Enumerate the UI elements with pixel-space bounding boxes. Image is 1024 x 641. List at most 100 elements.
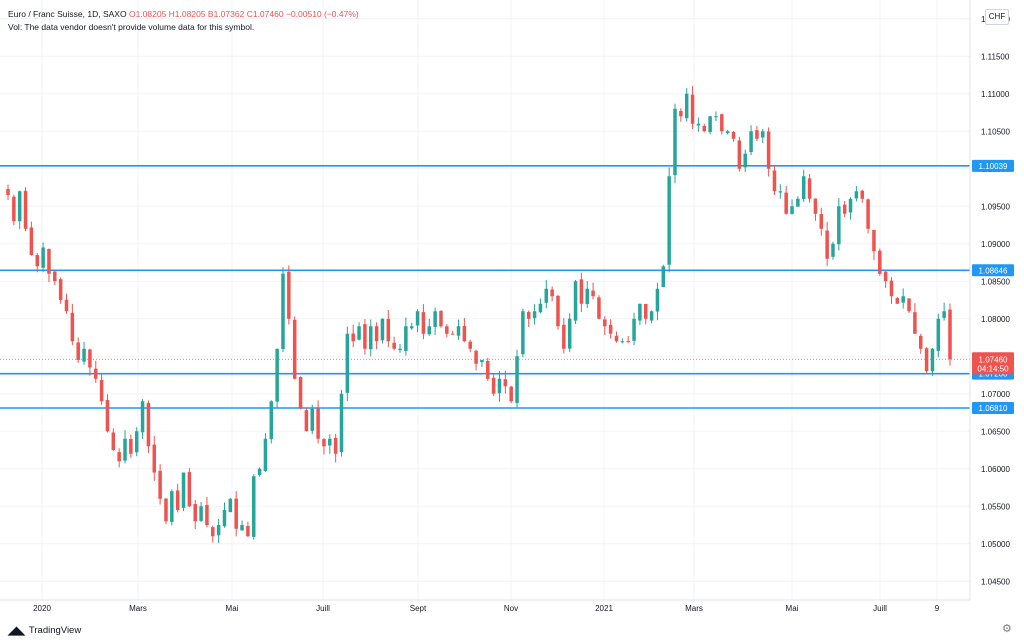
y-tick-label: 1.09500 <box>981 202 1010 211</box>
candle-body <box>807 178 812 199</box>
candle-body <box>936 318 941 351</box>
candle-body <box>29 227 34 255</box>
candle-body <box>462 326 467 342</box>
countdown-label: 04:14:50 <box>977 364 1009 373</box>
price-axis[interactable]: 1.04500 1.05000 1.05500 1.06000 1.06500 1.070… <box>981 15 1010 587</box>
candle-body <box>158 470 162 499</box>
candle-body <box>918 335 923 349</box>
candle-body <box>597 297 601 319</box>
candle-body <box>480 360 484 363</box>
candle-body <box>696 123 701 126</box>
candle-body <box>690 94 695 124</box>
x-tick-label: Mai <box>226 604 239 613</box>
candle-body <box>655 288 660 312</box>
tradingview-branding[interactable]: ◢◣ TradingView <box>8 624 81 637</box>
y-tick-label: 1.10500 <box>981 127 1010 136</box>
support-resistance-lines[interactable] <box>0 165 970 409</box>
candle-body <box>538 303 543 313</box>
candle-body <box>304 410 309 432</box>
candle-body <box>281 273 285 349</box>
change-value: −0.00510 (−0.47%) <box>285 9 359 19</box>
candle-body <box>433 311 437 327</box>
candle-body <box>35 255 40 267</box>
candle-body <box>532 311 537 319</box>
y-tick-label: 1.07000 <box>981 390 1010 399</box>
candle-body <box>292 319 297 379</box>
candle-body <box>298 377 303 409</box>
candle-body <box>725 131 730 134</box>
candle-body <box>714 116 718 118</box>
open-value: O1.08205 <box>128 9 167 19</box>
y-tick-label: 1.11000 <box>981 90 1010 99</box>
price-labels: 1.100391.086461.072681.068101.0746004:14… <box>972 159 1014 414</box>
level-label-bg <box>972 159 1014 172</box>
candle-body <box>246 525 250 537</box>
candle-body <box>772 170 777 192</box>
candle-body <box>450 333 455 335</box>
candle-body <box>187 472 192 507</box>
candle-body <box>404 326 408 351</box>
candle-body <box>94 368 98 379</box>
candle-body <box>661 266 666 288</box>
currency-button[interactable]: CHF <box>985 9 1009 25</box>
candle-body <box>421 312 426 334</box>
symbol-title[interactable]: Euro / Franc Suisse, 1D, SAXO <box>8 9 127 19</box>
candle-body <box>907 298 911 312</box>
x-tick-label: Juill <box>873 604 887 613</box>
candle-body <box>316 408 320 439</box>
candle-body <box>211 527 215 537</box>
candle-body <box>761 131 765 138</box>
candle-body <box>755 130 759 139</box>
candle-body <box>883 271 888 282</box>
y-tick-label: 1.11500 <box>981 52 1010 61</box>
candle-body <box>181 472 186 508</box>
candle-body <box>515 356 519 403</box>
candle-body <box>468 341 472 349</box>
candle-body <box>398 348 402 351</box>
y-tick-label: 1.05500 <box>981 502 1010 511</box>
candle-body <box>632 318 636 341</box>
candle-body <box>878 250 882 274</box>
time-axis[interactable]: 2020 Mars Mai Juill Sept Nov 2021 Mars Mai Juill 9 <box>33 604 940 613</box>
candle-body <box>445 326 449 334</box>
candle-body <box>380 318 385 341</box>
candle-body <box>784 192 788 214</box>
candle-body <box>23 190 28 229</box>
y-tick-label: 1.05000 <box>981 540 1010 549</box>
candle-body <box>392 342 396 349</box>
candle-body <box>585 288 589 304</box>
candle-body <box>643 303 648 319</box>
candle-body <box>129 439 133 454</box>
candle-body <box>257 468 262 475</box>
candle-body <box>70 312 75 342</box>
candle-body <box>152 444 157 473</box>
candle-body <box>175 490 180 510</box>
candle-body <box>333 437 338 454</box>
candle-body <box>649 311 654 321</box>
candle-body <box>567 318 572 349</box>
low-value: B1.07362 <box>207 9 245 19</box>
candle-body <box>146 402 151 447</box>
candle-body <box>573 281 578 321</box>
last-price-label: 1.07460 <box>979 355 1008 364</box>
candle-body <box>825 230 829 259</box>
candle-body <box>76 342 80 360</box>
x-tick-label: Sept <box>410 604 427 613</box>
candle-body <box>673 108 677 176</box>
candle-body <box>521 311 525 355</box>
candle-body <box>509 386 513 402</box>
gear-icon[interactable]: ⚙ <box>1002 623 1012 635</box>
candle-body <box>556 295 560 327</box>
chart-legend: Euro / Franc Suisse, 1D, SAXO O1.08205 H… <box>8 8 359 34</box>
candle-body <box>626 341 630 343</box>
candle-body <box>269 401 274 440</box>
candle-body <box>12 196 16 222</box>
candle-body <box>275 348 279 402</box>
candle-body <box>837 206 841 245</box>
level-label-bg <box>972 402 1014 414</box>
candle-body <box>766 131 771 169</box>
candle-body <box>134 431 139 453</box>
candle-body <box>105 400 110 432</box>
candle-body <box>801 176 806 199</box>
